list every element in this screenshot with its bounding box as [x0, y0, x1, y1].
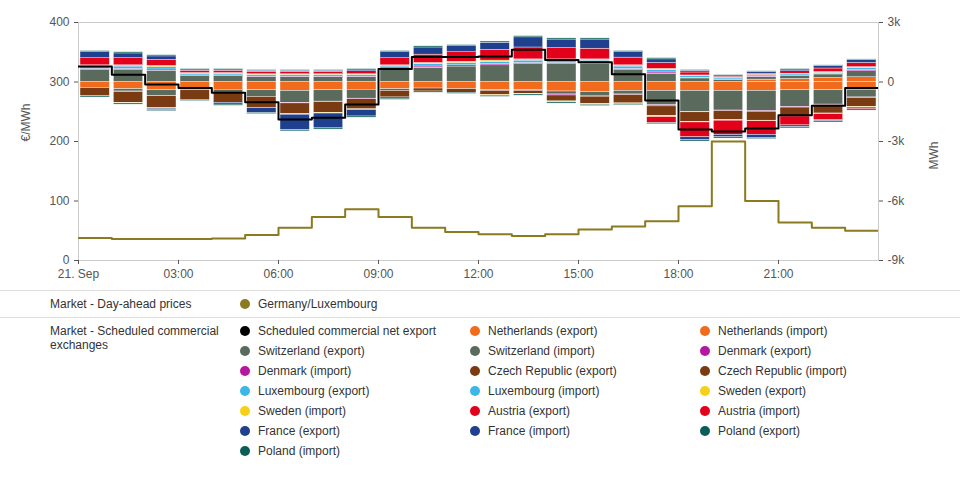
html-text:Austria (export): Austria (export) — [488, 404, 570, 418]
html-text:Czech Republic (export): Czech Republic (export) — [488, 364, 617, 378]
svg-text:18:00: 18:00 — [663, 267, 693, 281]
html-text:Austria (import): Austria (import) — [718, 404, 800, 418]
svg-text:-6k: -6k — [888, 194, 906, 208]
html-text:Netherlands (export): Netherlands (export) — [488, 324, 598, 338]
svg-text:3k: 3k — [888, 15, 902, 29]
html-text:Czech Republic (import): Czech Republic (import) — [718, 364, 847, 378]
svg-text:200: 200 — [49, 134, 69, 148]
html-text:Market - Day-ahead prices: Market - Day-ahead prices — [50, 297, 192, 311]
html-text:Poland (import): Poland (import) — [258, 444, 340, 458]
html-text:Sweden (import): Sweden (import) — [258, 404, 346, 418]
svg-text:21:00: 21:00 — [763, 267, 793, 281]
html-text:Switzerland (export): Switzerland (export) — [258, 344, 365, 358]
html-text:Scheduled commercial net expor: Scheduled commercial net export — [258, 324, 437, 338]
svg-text:€/MWh: €/MWh — [19, 103, 33, 141]
svg-text:-3k: -3k — [888, 134, 906, 148]
html-text:Netherlands (import): Netherlands (import) — [718, 324, 828, 338]
svg-text:15:00: 15:00 — [563, 267, 593, 281]
svg-text:0: 0 — [888, 75, 895, 89]
svg-text:100: 100 — [49, 194, 69, 208]
svg-text:MWh: MWh — [927, 142, 941, 170]
html-text:Denmark (import): Denmark (import) — [258, 364, 352, 378]
html-text:Poland (export): Poland (export) — [718, 424, 800, 438]
svg-text:400: 400 — [49, 15, 69, 29]
html-text:Switzerland (import): Switzerland (import) — [488, 344, 595, 358]
html-text:Germany/Luxembourg: Germany/Luxembourg — [258, 297, 378, 311]
html-text:France (export): France (export) — [258, 424, 340, 438]
svg-text:21. Sep: 21. Sep — [58, 267, 100, 281]
html-text:Luxembourg (export): Luxembourg (export) — [258, 384, 370, 398]
svg-text:12:00: 12:00 — [463, 267, 493, 281]
svg-text:09:00: 09:00 — [363, 267, 393, 281]
html-text:Sweden (export): Sweden (export) — [718, 384, 806, 398]
svg-text:06:00: 06:00 — [263, 267, 293, 281]
html-text:Denmark (export): Denmark (export) — [718, 344, 812, 358]
svg-text:-9k: -9k — [888, 253, 906, 267]
svg-text:300: 300 — [49, 75, 69, 89]
html-text:Market - Scheduled commercial: Market - Scheduled commercial exchanges — [50, 324, 219, 352]
html-text:Luxembourg (import): Luxembourg (import) — [488, 384, 600, 398]
svg-text:03:00: 03:00 — [163, 267, 193, 281]
svg-text:0: 0 — [63, 253, 70, 267]
html-text:France (import): France (import) — [488, 424, 570, 438]
